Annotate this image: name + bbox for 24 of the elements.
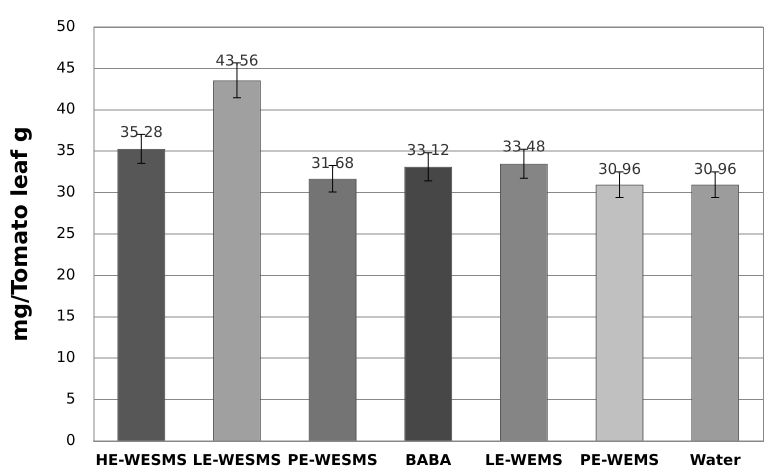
y-tick-label: 15 <box>56 306 76 325</box>
y-tick-label: 45 <box>56 58 76 76</box>
x-tick-label: BABA <box>405 450 452 469</box>
y-tick-label: 10 <box>56 348 76 366</box>
y-tick-label: 50 <box>56 16 76 35</box>
x-tick-label: PE-WEMS <box>580 450 660 469</box>
y-tick-label: 30 <box>56 182 76 200</box>
x-tick-label: LE-WESMS <box>192 450 282 469</box>
data-label: 43.56 <box>215 51 258 70</box>
y-tick-label: 20 <box>56 265 76 284</box>
x-tick-label: Water <box>690 450 742 469</box>
x-tick-label: LE-WEMS <box>484 450 563 469</box>
y-tick-label: 40 <box>56 100 76 118</box>
y-tick-label: 0 <box>66 430 76 449</box>
y-tick-label: 5 <box>66 389 76 408</box>
data-label: 31.68 <box>311 154 354 172</box>
y-tick-label: 25 <box>56 224 76 242</box>
data-label: 30.96 <box>598 160 642 178</box>
data-label: 35.28 <box>120 122 163 141</box>
x-tick-label: PE-WESMS <box>288 450 378 469</box>
data-label: 30.96 <box>694 160 737 178</box>
x-tick-label: HE-WESMS <box>95 450 188 469</box>
y-tick-label: 35 <box>56 141 76 160</box>
y-axis-title: mg/Tomato leaf g <box>8 126 33 342</box>
